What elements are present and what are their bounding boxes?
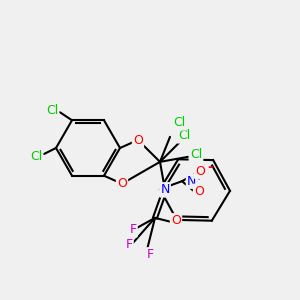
Text: O: O bbox=[171, 214, 181, 227]
Text: N: N bbox=[160, 183, 170, 196]
Text: O: O bbox=[194, 185, 204, 198]
Text: Cl: Cl bbox=[173, 116, 185, 129]
Text: F: F bbox=[146, 248, 154, 261]
Text: F: F bbox=[129, 224, 137, 236]
Text: O: O bbox=[117, 177, 127, 190]
Text: -: - bbox=[207, 160, 213, 174]
Text: N: N bbox=[187, 175, 196, 188]
Text: Cl: Cl bbox=[30, 151, 42, 164]
Text: Cl: Cl bbox=[178, 129, 190, 142]
Text: F: F bbox=[125, 238, 133, 251]
Text: O: O bbox=[133, 134, 143, 146]
Text: O: O bbox=[195, 165, 205, 178]
Text: Cl: Cl bbox=[46, 104, 58, 117]
Text: +: + bbox=[194, 172, 202, 182]
Text: Cl: Cl bbox=[190, 148, 202, 161]
